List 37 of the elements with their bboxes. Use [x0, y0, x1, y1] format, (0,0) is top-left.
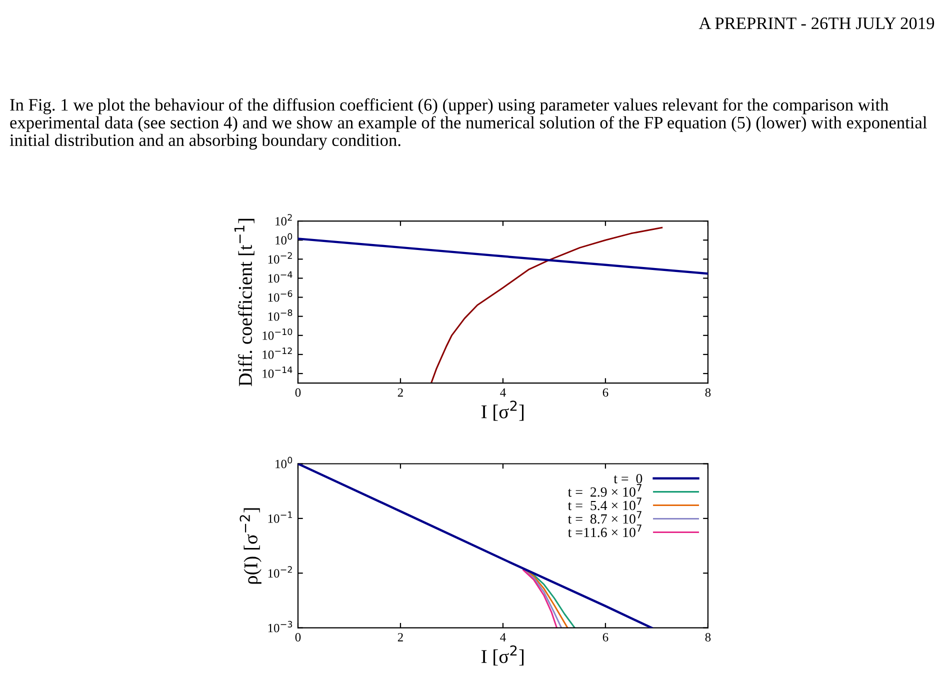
legend-label: t = 0: [614, 474, 642, 484]
legend-label: t = 8.7 × 10$^{7}$: [568, 511, 642, 524]
text: In Fig. 1 we plot the behaviour of the diffusion coefficient (6) (upper) using parameter values relevant for the comparison with experimental data (see section 4) and we show an example of the numerical solution of the FP equation (5) (lower) with exponential initial distribution and an absorbing boundary condition.: [10, 98, 927, 150]
x-tick-label: 8: [705, 633, 711, 642]
y-tick-label: 10$^{−2}$: [268, 566, 292, 578]
x-tick-label: 4: [500, 633, 506, 642]
x-tick-label: 8: [705, 388, 711, 397]
x-tick-label: 6: [602, 388, 608, 397]
text: A PREPRINT - 26TH JULY 2019: [698, 17, 934, 30]
y-tick-label: 10$^{−1}$: [268, 512, 292, 523]
y-tick-label: 10$^{0}$: [276, 233, 292, 245]
x-axis-title: I [σ$^{2}$]: [482, 400, 524, 421]
y-tick-label: 10$^{−8}$: [268, 309, 292, 321]
x-tick-label: 0: [295, 633, 301, 642]
x-axis-title: I [σ$^{2}$]: [482, 645, 524, 666]
x-tick-label: 6: [602, 633, 608, 642]
y-axis-title: ρ(I) [σ$^{−2}$]: [240, 508, 262, 584]
y-tick-label: 10$^{−14}$: [262, 366, 292, 378]
legend-label: t = 2.9 × 10$^{7}$: [568, 484, 642, 497]
x-tick-label: 0: [295, 388, 301, 397]
legend-label: t =11.6 × 10$^{7}$: [568, 524, 642, 538]
y-axis-title: Diff. coefficient [t$^{−1}$]: [234, 218, 254, 386]
y-tick-label: 10$^{−12}$: [262, 348, 292, 359]
line-series: [430, 226, 663, 384]
x-tick-label: 2: [398, 633, 403, 642]
y-tick-label: 10$^{−4}$: [268, 271, 292, 283]
x-tick-label: 4: [500, 388, 506, 397]
legend-label: t = 5.4 × 10$^{7}$: [568, 498, 642, 510]
line-series: [298, 464, 653, 628]
line-series: [298, 238, 708, 275]
y-tick-label: 10$^{0}$: [276, 456, 292, 468]
y-tick-label: 10$^{−10}$: [262, 328, 292, 340]
y-tick-label: 10$^{−2}$: [268, 252, 292, 264]
y-tick-label: 10$^{−6}$: [268, 290, 292, 302]
y-tick-label: 10$^{−3}$: [268, 620, 292, 632]
y-tick-label: 10$^{2}$: [276, 214, 292, 226]
x-tick-label: 2: [398, 388, 403, 397]
